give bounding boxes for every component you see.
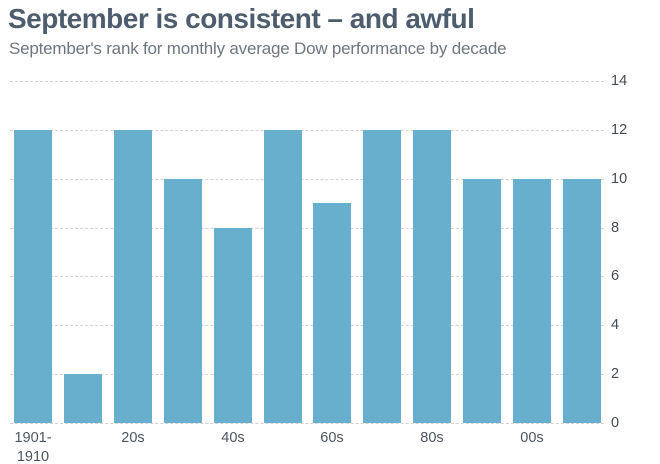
x-axis-tick-label-00s: 00s (520, 430, 544, 446)
gridline-6 (10, 276, 604, 277)
gridline-2 (10, 374, 604, 375)
bar-index-3 (164, 179, 202, 423)
bar-index-5 (264, 130, 302, 423)
bar-index-1 (64, 374, 102, 423)
bar-index-7 (363, 130, 401, 423)
bar-index-9 (463, 179, 501, 423)
y-axis-tick-label-12: 12 (611, 122, 628, 138)
gridline-0 (10, 423, 604, 424)
x-axis-tick-label-20s: 20s (121, 430, 145, 446)
bar-60s (313, 203, 351, 423)
gridline-4 (10, 325, 604, 326)
y-axis-tick-label-0: 0 (611, 415, 620, 431)
gridline-10 (10, 179, 604, 180)
bar-40s (214, 228, 252, 423)
y-axis-tick-label-10: 10 (611, 171, 628, 187)
gridline-12 (10, 130, 604, 131)
bar-1901-1910 (14, 130, 52, 423)
gridline-14 (10, 81, 604, 82)
y-axis-tick-label-8: 8 (611, 220, 620, 236)
bar-80s (413, 130, 451, 423)
bar-20s (114, 130, 152, 423)
y-axis-tick-label-14: 14 (611, 73, 628, 89)
bar-00s (513, 179, 551, 423)
x-axis-tick-label-1901-1910: 1901- 1910 (14, 430, 52, 464)
x-axis-tick-label-40s: 40s (221, 430, 245, 446)
x-axis-tick-label-80s: 80s (420, 430, 444, 446)
chart-subtitle: September's rank for monthly average Dow… (9, 39, 507, 58)
chart-title: September is consistent – and awful (8, 3, 475, 34)
x-axis-tick-label-60s: 60s (320, 430, 344, 446)
y-axis-tick-label-6: 6 (611, 268, 620, 284)
gridline-8 (10, 228, 604, 229)
y-axis-tick-label-4: 4 (611, 317, 620, 333)
bar-index-11 (563, 179, 601, 423)
y-axis-tick-label-2: 2 (611, 366, 620, 382)
